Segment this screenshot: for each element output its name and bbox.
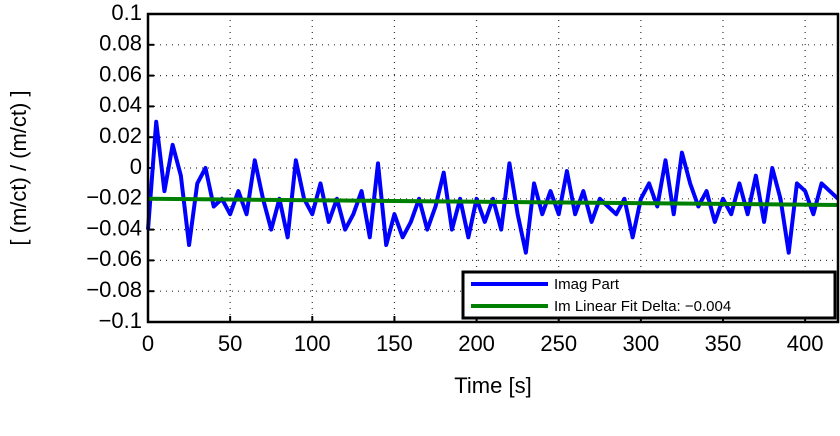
y-tick-label: −0.1 (99, 308, 142, 333)
y-tick-label: −0.04 (86, 215, 142, 240)
legend-box (461, 270, 837, 320)
y-tick-label: 0.06 (99, 61, 142, 86)
legend-label: Im Linear Fit Delta: −0.004 (554, 298, 731, 315)
y-tick-label: 0.1 (111, 0, 142, 25)
y-tick-label: 0 (130, 154, 142, 179)
y-tick-label: 0.08 (99, 31, 142, 56)
x-tick-label: 200 (458, 331, 495, 356)
plot-frame (146, 12, 840, 324)
y-tick-label: −0.02 (86, 185, 142, 210)
data-line (147, 196, 839, 207)
y-tick-label: 0.02 (99, 123, 142, 148)
x-tick-label: 300 (622, 331, 659, 356)
y-tick-label: 0.04 (99, 92, 142, 117)
x-tick-label: 250 (540, 331, 577, 356)
y-tick-label: −0.06 (86, 246, 142, 271)
x-tick-label: 150 (376, 331, 413, 356)
x-tick-label: 350 (705, 331, 742, 356)
legend-label: Imag Part (554, 276, 620, 293)
y-axis-label: [ (m/ct) / (m/ct) ] (6, 90, 31, 245)
x-tick-label: 50 (218, 331, 242, 356)
x-axis-label: Time [s] (454, 373, 531, 398)
x-tick-label: 100 (294, 331, 331, 356)
y-tick-label: −0.08 (86, 277, 142, 302)
x-tick-label: 0 (142, 331, 154, 356)
x-tick-label: 400 (787, 331, 824, 356)
data-line (146, 119, 840, 255)
